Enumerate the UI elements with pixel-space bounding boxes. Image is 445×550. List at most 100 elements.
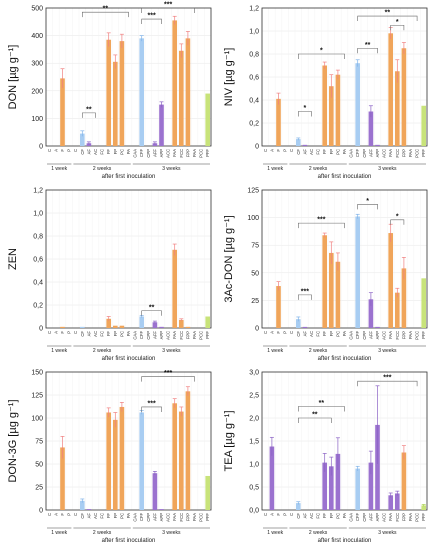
category-label: PFF [421,331,426,339]
category-label: PFF [205,149,210,157]
group-label: 3 weeks [162,530,181,536]
bar [295,139,301,146]
category-label: FAA [388,513,393,521]
bar [185,38,191,146]
significance-label: *** [164,2,172,9]
category-label: FPP [401,149,406,157]
category-label: F [60,149,65,152]
bar [295,319,301,328]
bar [322,235,328,328]
significance-label: *** [148,13,156,20]
significance-bracket [298,417,332,423]
category-label: CF [80,331,85,337]
category-label: FP [113,149,118,155]
significance-bracket [141,310,162,316]
category-label: P [67,149,72,152]
y-tick-label: 500 [31,6,43,13]
category-label: PC [335,331,340,337]
category-label: CAA [349,149,354,158]
category-label: CPP [146,149,151,158]
y-tick-label: 0 [255,144,259,151]
y-tick-label: 0,6 [33,257,43,264]
significance-label: * [396,19,399,26]
category-label: CFF [355,513,360,522]
category-label: PCC [415,331,420,340]
significance-bracket [298,111,312,117]
category-label: CFF [139,513,144,522]
category-label: FC [100,149,105,155]
category-label: CF [80,513,85,519]
bar [322,462,328,510]
category-label: C [47,513,52,516]
category-label: C [73,331,78,334]
category-label: F [60,513,65,516]
category-label: FF [322,331,327,337]
group-label: 2 weeks [309,348,328,354]
group-label: 3 weeks [378,348,397,354]
plot-frame [261,371,428,511]
bar [86,509,92,510]
bar [152,473,158,510]
bar [119,406,125,510]
significance-label: *** [148,400,156,407]
bar [205,316,211,328]
category-label: ACC [382,513,387,522]
significance-bracket [357,15,418,22]
bar [178,411,184,510]
y-tick-label: 0,6 [249,75,259,82]
category-label: FAA [172,513,177,521]
category-label: PAA [192,331,197,339]
category-label: C [289,149,294,152]
bar [368,462,374,510]
category-label: A [53,513,58,516]
significance-label: * [304,105,307,112]
bar [119,41,125,147]
y-axis-label: DON-3G [µg g⁻¹] [7,399,19,482]
bar [185,326,191,328]
y-tick-label: 0,5 [249,485,259,492]
category-label: PAA [408,331,413,339]
significance-bracket [82,11,129,18]
group-label: 2 weeks [309,166,328,172]
bar [401,452,407,510]
category-label: AC [309,331,314,337]
bar [421,505,427,510]
bar [269,446,275,510]
category-label: FCC [179,513,184,522]
category-label: FP [113,513,118,519]
category-label: CAA [133,513,138,522]
bar [139,316,145,328]
category-label: FF [106,331,111,337]
category-label: APP [375,149,380,158]
significance-label: *** [317,217,325,224]
bar [335,453,341,510]
category-label: FP [329,149,334,155]
group-label: 1 week [267,166,283,172]
significance-label: *** [301,288,309,295]
category-label: C [47,331,52,334]
y-tick-label: 0,8 [33,234,43,241]
significance-bracket [390,24,405,31]
y-axis-label: NIV [µg g⁻¹] [223,48,235,107]
y-tick-label: 50 [251,270,259,277]
category-label: F [276,149,281,152]
bar [178,319,184,328]
significance-bracket [298,294,312,300]
bar [106,39,112,146]
group-label: 2 weeks [93,348,112,354]
category-label: C [73,149,78,152]
bar [112,61,118,146]
category-label: PAA [408,149,413,157]
category-label: CF [80,149,85,155]
category-label: FAA [388,331,393,339]
bar [139,412,145,510]
y-tick-label: 150 [31,370,43,377]
bar [328,466,334,510]
significance-bracket [141,406,162,412]
bar [394,493,400,510]
category-label: CF [296,513,301,519]
significance-label: ** [149,304,155,311]
y-tick-label: 125 [31,393,43,400]
